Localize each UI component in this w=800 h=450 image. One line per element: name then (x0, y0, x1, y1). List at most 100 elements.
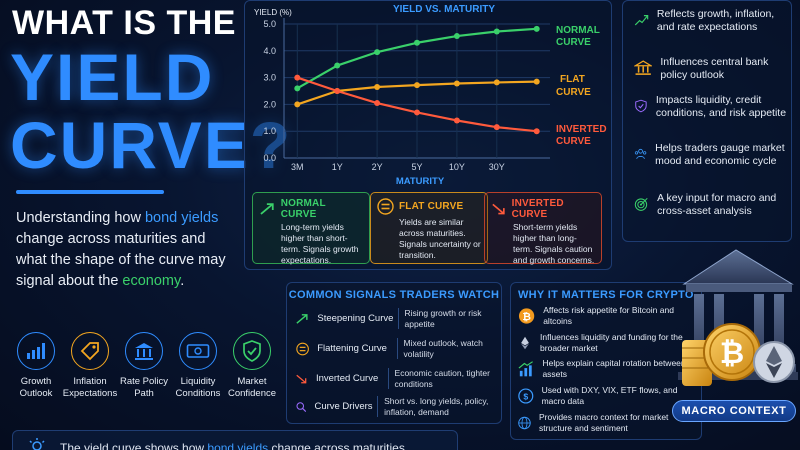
intro-part-1: Understanding how (16, 210, 145, 226)
data-point (414, 39, 420, 46)
svg-text:₿: ₿ (522, 310, 531, 322)
crypto-row: Influences liquidity and funding for the… (518, 332, 698, 353)
data-point (334, 62, 341, 69)
inverted-curve-label-1: INVERTED (556, 124, 607, 135)
bottom-note-text: The yield curve shows how bond yields ch… (60, 441, 408, 450)
crypto-row: Helps explain capital rotation between a… (518, 358, 698, 379)
bottom-note-box (12, 430, 458, 450)
y-tick-label: 4.0 (263, 46, 276, 56)
growth-chart-icon (17, 332, 55, 370)
crypto-row: ₿ Affects risk appetite for Bitcoin and … (518, 305, 698, 326)
data-point (374, 83, 381, 90)
note-bond-yields: bond yields (207, 441, 269, 450)
indicator-label: Inflation Expectations (62, 376, 118, 399)
importance-item: Influences central bank policy outlook (634, 56, 794, 82)
data-point (493, 124, 500, 131)
indicator-label: Liquidity Conditions (175, 376, 221, 399)
x-tick-label: 1Y (332, 162, 343, 172)
intro-economy: economy (122, 273, 181, 289)
flat-curve-box: FLAT CURVE Yields are similar across mat… (370, 192, 488, 264)
indicator-icons-row: Growth Outlook Inflation Expectations Ra… (10, 332, 278, 399)
signal-name: Curve Drivers (314, 401, 373, 412)
title-underline (16, 190, 164, 194)
importance-item: Impacts liquidity, credit conditions, an… (634, 94, 794, 120)
y-tick-label: 5.0 (263, 19, 276, 29)
importance-text: Impacts liquidity, credit conditions, an… (655, 94, 787, 119)
data-point (294, 85, 301, 92)
data-point (453, 117, 460, 124)
intro-text: Understanding how bond yields change acr… (16, 208, 238, 292)
importance-panel (622, 0, 792, 242)
signal-name: Inverted Curve (315, 373, 379, 384)
data-point (533, 78, 540, 85)
flat-box-title: FLAT CURVE (399, 201, 464, 212)
data-point (493, 79, 500, 86)
bank-icon (634, 60, 653, 75)
bank-with-coins-illustration: ₿ (678, 249, 798, 386)
flat-curve-label-1: FLAT (560, 74, 585, 85)
indicator-inflation: Inflation Expectations (62, 332, 118, 399)
indicator-growth: Growth Outlook (10, 332, 62, 399)
title-line-1: WHAT IS THE (12, 4, 236, 42)
x-tick-label: 30Y (489, 162, 505, 172)
data-point (374, 49, 381, 56)
y-tick-label: 1.0 (263, 126, 276, 136)
lightbulb-icon (28, 438, 46, 450)
y-tick-label: 0.0 (263, 153, 276, 163)
equals-icon (296, 342, 309, 355)
data-point (533, 25, 540, 32)
globe-icon (518, 416, 531, 429)
shield-check-icon (233, 332, 271, 370)
signals-title: COMMON SIGNALS TRADERS WATCH (288, 289, 500, 301)
price-tag-icon (71, 332, 109, 370)
crypto-row: $ Used with DXY, VIX, ETF flows, and mac… (518, 385, 698, 406)
data-point (414, 82, 420, 89)
signal-desc: Economic caution, tighter conditions (387, 368, 496, 389)
x-tick-label: 2Y (372, 162, 383, 172)
inverted-box-body: Short-term yields higher than long-term.… (513, 222, 595, 265)
inverted-box-title: INVERTED CURVE (511, 198, 564, 220)
data-point (334, 88, 341, 94)
chart-title: YIELD VS. MATURITY (393, 4, 495, 15)
crypto-text: Influences liquidity and funding for the… (540, 332, 683, 353)
ethereum-icon (521, 336, 529, 349)
signal-name: Flattening Curve (317, 343, 387, 354)
flat-curve-label-2: CURVE (556, 87, 591, 98)
growth-chart-icon (634, 15, 649, 26)
data-point (453, 80, 460, 87)
equals-icon (377, 198, 394, 215)
normal-box-body: Long-term yields higher than short-term.… (281, 222, 359, 265)
growth-chart-icon (518, 360, 533, 376)
intro-part-3: . (180, 273, 185, 289)
trend-down-icon (492, 203, 505, 215)
signal-desc: Mixed outlook, watch volatility (396, 338, 496, 359)
x-tick-labels: 3M 1Y 2Y 5Y 10Y 30Y (291, 162, 505, 172)
title-yield: YIELD (10, 40, 215, 114)
data-point (414, 109, 420, 116)
dollar-icon: $ (518, 387, 534, 404)
normal-curve-box: NORMAL CURVE Long-term yields higher tha… (252, 192, 370, 265)
data-point (374, 100, 381, 107)
note-part-1: The yield curve shows how (60, 441, 208, 450)
yield-curve-chart: YIELD VS. MATURITY YIELD (%) MATURITY 0.… (254, 4, 607, 187)
data-point (533, 128, 540, 135)
grid-layer (283, 18, 550, 159)
importance-item: Helps traders gauge market mood and econ… (634, 142, 794, 168)
data-point (493, 28, 500, 35)
trend-down-icon (296, 374, 307, 383)
target-icon (634, 197, 648, 211)
importance-item: A key input for macro and cross-asset an… (634, 192, 794, 218)
magnifier-icon (296, 401, 307, 412)
chart-panel (244, 0, 612, 270)
signal-desc: Rising growth or risk appetite (397, 308, 497, 329)
signal-row: Inverted Curve Economic caution, tighter… (296, 368, 496, 389)
importance-item: Reflects growth, inflation, and rate exp… (634, 8, 794, 34)
intro-part-2: change across maturities and what the sh… (16, 231, 226, 289)
signal-row: Flattening Curve Mixed outlook, watch vo… (296, 338, 496, 359)
signal-desc: Short vs. long yields, policy, inflation… (377, 396, 496, 417)
signals-panel (286, 282, 502, 424)
crypto-text: Provides macro context for market struct… (538, 412, 669, 433)
x-axis-label: MATURITY (396, 176, 445, 187)
crypto-row: Provides macro context for market struct… (518, 412, 698, 433)
crypto-text: Used with DXY, VIX, ETF flows, and macro… (541, 385, 678, 406)
